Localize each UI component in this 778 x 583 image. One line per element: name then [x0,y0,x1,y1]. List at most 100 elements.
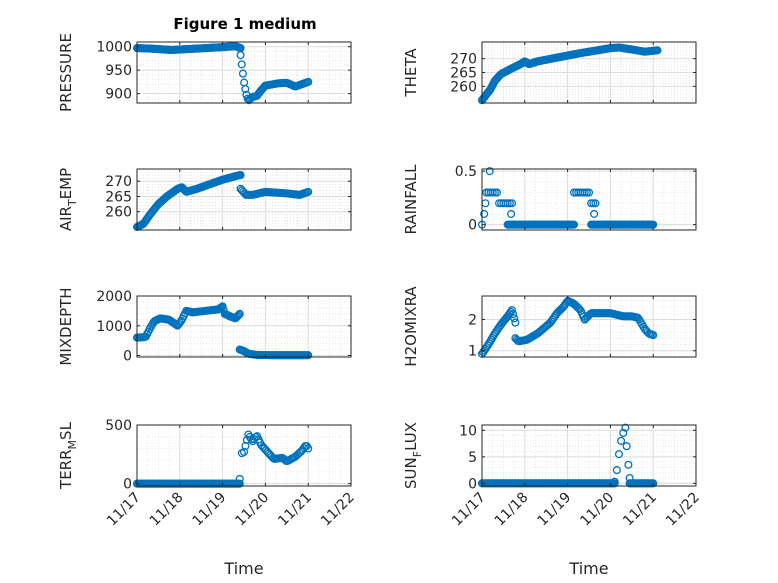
data-point [235,474,244,484]
y-tick-label: 0.5 [455,164,477,180]
data-point [622,442,631,451]
grid [136,41,352,104]
y-tick-label: 2000 [96,289,132,305]
data-series [477,423,658,488]
data-point [304,444,313,453]
subplot-4: 0 0.5 RAINFALL [402,164,697,235]
y-label-part: TERR [57,449,75,490]
y-label-subscript: T [66,199,79,207]
grid [481,424,697,486]
y-axis-label: TERRMSL [57,421,79,490]
data-point [304,77,313,86]
y-tick-label: 265 [105,189,132,205]
y-axis-label: THETA [402,48,420,98]
x-axis-label: Time [568,559,608,578]
y-label-part: LUX [402,422,420,451]
y-tick-label: 270 [105,174,132,190]
axes-box [136,295,352,358]
data-point [234,310,243,320]
y-axis-label: H2OMIXRA [402,286,420,367]
y-label-part: SL [57,421,75,440]
data-point [480,209,489,218]
y-tick-label: 5 [468,450,477,466]
data-point [485,167,494,176]
data-series [132,430,313,488]
y-tick-label: 2 [468,312,477,328]
axes-box [136,424,352,487]
subplot-1: 900 950 1000 PRESSURE [57,33,352,112]
data-point [569,220,579,229]
y-axis-label: SUNFLUX [402,422,424,489]
subplot-5: 0 1000 2000 MIXDEPTH [57,287,352,366]
data-point [610,477,619,486]
y-tick-label: 265 [450,66,477,82]
data-point [506,307,515,316]
axes-box [481,168,697,231]
y-tick-label: 270 [450,52,477,68]
data-point [509,310,518,319]
data-point [621,423,630,432]
data-point [511,318,520,327]
grid [481,296,697,358]
y-tick-label: 1000 [96,40,132,56]
y-tick-label: 0 [123,349,132,365]
data-series [132,171,313,232]
data-point [236,51,245,60]
axes-box [136,168,352,231]
data-point [507,209,516,218]
data-point [492,188,502,197]
data-point [304,351,313,360]
y-tick-label: 1000 [96,319,132,335]
y-label-part: EMP [57,168,75,199]
y-tick-label: 260 [105,205,132,221]
y-axis-label: RAINFALL [402,164,420,235]
data-point [236,171,245,180]
axes-box [481,424,697,487]
y-label-subscript: M [66,440,79,450]
y-tick-label: 0 [123,477,132,493]
data-point [575,305,584,314]
data-point [235,309,244,318]
y-tick-label: 900 [105,87,132,103]
y-label-subscript: F [411,451,424,457]
data-point [624,460,633,469]
data-point [612,466,621,475]
data-point [619,428,628,438]
y-tick-label: 1 [468,344,477,360]
y-tick-label: 0 [468,218,477,234]
x-axis-label: Time [223,559,263,578]
data-point [653,46,662,55]
y-axis-label: PRESSURE [57,33,75,112]
data-series [477,296,658,358]
y-axis-label: AIRTEMP [57,168,79,231]
data-point [238,69,247,78]
figure-title: Figure 1 medium [173,15,316,33]
data-point [584,188,594,197]
data-point [617,436,626,445]
y-tick-label: 10 [459,423,477,439]
y-tick-label: 0 [468,476,477,492]
data-point [507,306,516,315]
data-point [591,199,600,208]
y-label-part: SUN [402,457,420,489]
axes-box [481,295,697,358]
data-point [614,450,624,459]
grid [481,41,697,104]
data-series [477,43,662,105]
data-point [507,199,517,208]
data-point [649,479,658,488]
data-series [477,167,658,229]
y-tick-label: 950 [105,63,132,79]
data-point [510,314,519,323]
data-point [218,302,227,311]
subplot-6: 1 2 H2OMIXRA [402,286,697,367]
data-point [590,209,599,218]
y-label-part: AIR [57,206,75,231]
data-point [237,60,246,69]
data-point [649,331,658,340]
